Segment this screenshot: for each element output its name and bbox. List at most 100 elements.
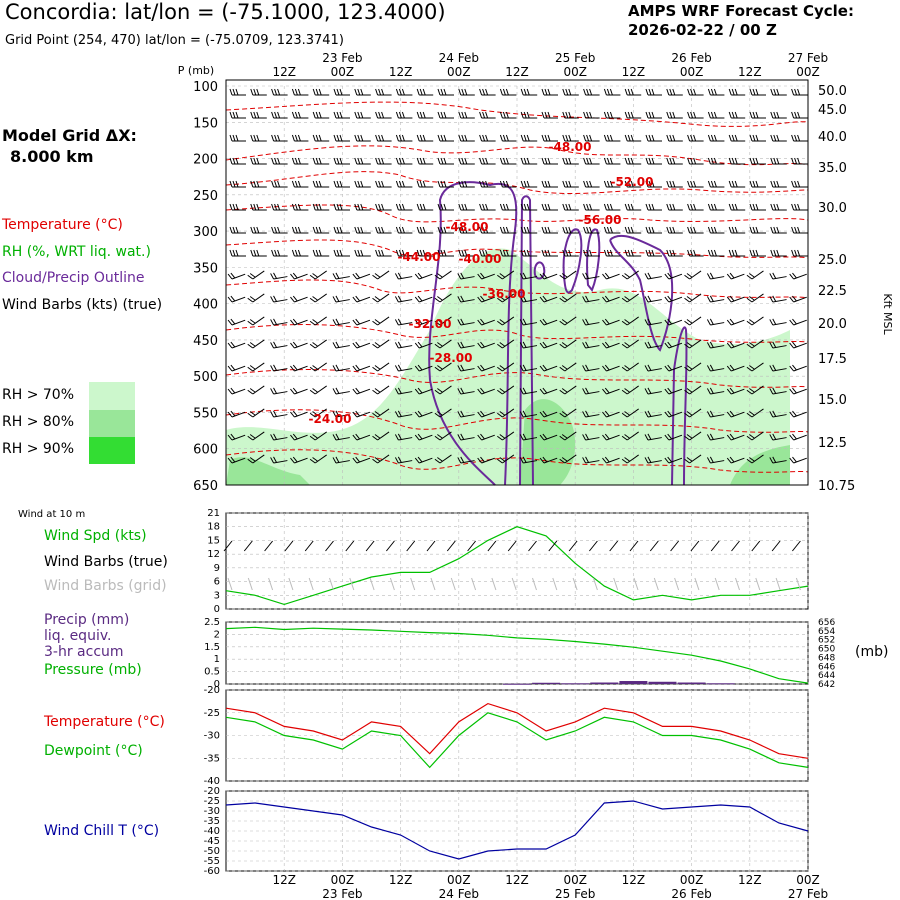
barb-feather	[749, 249, 753, 257]
barb-feather	[539, 434, 545, 441]
barb-feather	[687, 134, 691, 142]
barb-staff	[398, 391, 413, 395]
barb-feather	[583, 249, 587, 257]
barb-feather	[460, 387, 465, 394]
barb-staff	[568, 540, 578, 552]
wind-barb	[250, 134, 267, 142]
barb-feather	[667, 387, 673, 394]
temperature-contour	[225, 239, 809, 259]
barb-feather	[273, 295, 277, 302]
wind-barb	[416, 180, 434, 188]
right-tick-label: 642	[818, 680, 835, 690]
barb-feather	[561, 296, 568, 301]
top-hour-label: 12Z	[738, 65, 762, 79]
barb-feather	[644, 342, 649, 349]
barb-feather	[547, 157, 551, 165]
barb-feather	[667, 364, 673, 371]
wind-barb	[541, 157, 558, 165]
top-date-label: 23 Feb	[322, 51, 362, 65]
barb-feather	[582, 388, 587, 395]
wind-barb	[497, 293, 515, 303]
barb-feather	[277, 226, 281, 234]
wind-barb	[312, 111, 330, 119]
wind-barb	[644, 318, 662, 326]
y-tick-label: -55	[204, 856, 220, 867]
wind-barb	[706, 433, 725, 441]
y-tick-label: 1	[214, 654, 220, 665]
barb-feather	[687, 157, 691, 165]
barb-staff	[460, 299, 475, 303]
barb-feather	[746, 274, 753, 280]
barb-feather	[520, 88, 524, 96]
barb-feather	[544, 180, 548, 188]
wind-barb	[271, 203, 288, 211]
barb-feather	[539, 365, 545, 372]
wind-barb	[559, 293, 577, 303]
barb-feather	[505, 111, 509, 119]
barb-feather	[419, 88, 423, 96]
wind-barb	[707, 180, 725, 188]
barb-feather	[253, 111, 257, 119]
barb-feather	[707, 180, 711, 188]
cross-section-panel: -48.00-52.00-56.00-48.00-44.00 -40.00-36.…	[178, 64, 894, 494]
barb-feather	[603, 157, 607, 165]
barb-feather	[749, 226, 753, 234]
wind-barb	[726, 387, 745, 395]
barb-staff	[268, 577, 274, 591]
top-hour-label: 00Z	[447, 65, 471, 79]
surface-wind-barb	[731, 540, 740, 552]
barb-feather	[664, 457, 670, 464]
pressure-tick-label: 200	[193, 153, 218, 168]
wind-barb	[270, 272, 288, 280]
barb-feather	[586, 226, 590, 234]
wind-barb	[414, 387, 433, 395]
barb-feather	[713, 134, 717, 142]
barb-feather	[395, 180, 399, 188]
wind-speed-line	[225, 526, 809, 606]
barb-feather	[419, 111, 423, 119]
barb-feather	[667, 272, 673, 279]
barb-feather	[547, 88, 551, 96]
barb-feather	[520, 226, 524, 234]
barb-feather	[482, 134, 486, 142]
barb-feather	[686, 388, 693, 393]
barb-feather	[381, 249, 385, 257]
barb-feather	[253, 226, 257, 234]
barb-feather	[707, 111, 711, 119]
barb-feather	[273, 387, 277, 394]
wind-barb	[457, 341, 475, 349]
wind-barb	[645, 180, 662, 188]
y-tick-label: -30	[204, 806, 220, 817]
barb-feather	[232, 180, 236, 188]
barb-feather	[499, 226, 503, 234]
barb-staff	[511, 577, 517, 591]
wind-barb	[706, 341, 725, 349]
barb-feather	[414, 388, 420, 395]
barb-feather	[731, 88, 735, 96]
barb-feather	[249, 434, 256, 439]
surface-wind-barb	[690, 540, 700, 552]
barb-feather	[232, 88, 236, 96]
barb-feather	[352, 434, 358, 441]
barb-staff	[755, 577, 761, 591]
barb-feather	[789, 365, 794, 372]
barb-feather	[461, 249, 465, 257]
wind-barb	[291, 226, 309, 234]
wind-barb	[434, 408, 452, 418]
barb-feather	[669, 134, 673, 142]
barb-feather	[752, 226, 756, 234]
barb-feather	[460, 295, 465, 302]
wind-barb	[395, 180, 413, 188]
wind-barb	[603, 134, 621, 142]
wind-barb	[271, 134, 288, 142]
surface-wind-barb	[649, 540, 659, 552]
barb-staff	[502, 454, 515, 464]
barb-feather	[647, 318, 652, 325]
barb-feather	[397, 410, 402, 417]
barb-feather	[672, 134, 676, 142]
barb-feather	[482, 226, 486, 234]
barb-feather	[589, 157, 593, 165]
barb-feather	[354, 226, 358, 234]
wind-barb	[602, 318, 620, 326]
barb-staff	[419, 342, 433, 349]
